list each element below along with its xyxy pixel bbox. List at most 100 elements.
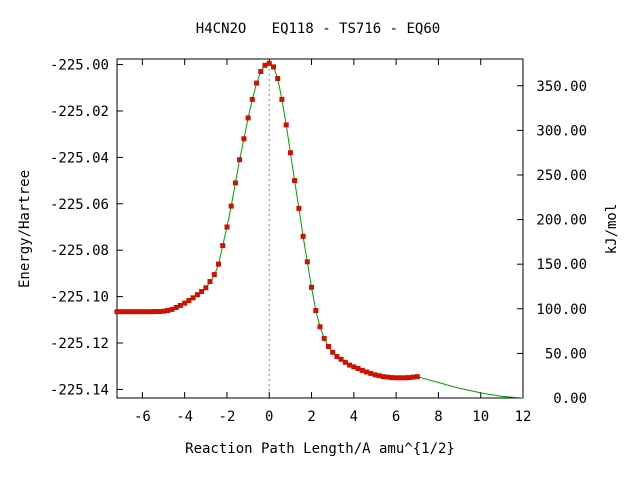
x-tick-label: 2 — [307, 409, 315, 425]
data-point — [292, 178, 298, 184]
data-point — [347, 362, 353, 368]
data-point — [232, 180, 238, 186]
data-point — [169, 306, 175, 312]
data-point — [376, 373, 382, 379]
data-point — [220, 243, 226, 249]
data-point — [402, 375, 408, 381]
data-point — [266, 60, 272, 66]
data-point — [309, 284, 314, 290]
data-point — [380, 374, 386, 380]
data-point — [173, 305, 179, 310]
data-point — [139, 309, 145, 315]
data-point — [338, 356, 344, 362]
data-point — [194, 292, 200, 298]
data-point — [144, 309, 150, 315]
data-point — [410, 374, 416, 380]
data-point — [330, 349, 336, 355]
fit-curve-line — [117, 62, 524, 399]
data-point — [241, 136, 247, 142]
data-point — [224, 224, 230, 230]
data-point — [393, 375, 399, 381]
data-point — [254, 80, 260, 86]
data-point — [351, 364, 357, 370]
data-point — [300, 233, 306, 239]
data-point — [182, 300, 188, 306]
data-point — [135, 309, 141, 315]
data-point — [161, 308, 166, 314]
data-point — [203, 285, 209, 291]
x-tick-label: 8 — [434, 409, 442, 425]
data-point — [296, 205, 302, 211]
x-axis-label: Reaction Path Length/A amu^{1/2} — [185, 441, 455, 457]
data-point — [313, 308, 319, 313]
data-point — [287, 150, 293, 156]
chart-title: H4CN2O EQ118 - TS716 - EQ60 — [196, 21, 440, 37]
data-point — [258, 69, 264, 74]
data-points-layer — [114, 60, 420, 381]
data-point — [207, 279, 213, 284]
y-tick-label: -225.12 — [50, 336, 109, 352]
data-point — [317, 324, 323, 330]
x-tick-label: -2 — [219, 409, 236, 425]
y-tick-label: -225.10 — [50, 290, 109, 306]
x-tick-label: -4 — [176, 409, 193, 425]
data-point — [148, 309, 154, 315]
data-point — [321, 335, 327, 341]
data-point — [216, 261, 221, 267]
plot-frame — [116, 58, 524, 399]
x-tick-label: 12 — [515, 409, 532, 425]
data-point — [245, 115, 251, 121]
y2-tick-label: 300.00 — [536, 123, 587, 139]
x-tick-label: -6 — [134, 409, 151, 425]
y-tick-label: -225.02 — [50, 104, 109, 120]
fit-curve-layer — [117, 62, 524, 399]
data-point — [131, 309, 137, 315]
data-point — [186, 298, 192, 303]
data-point — [123, 309, 128, 315]
y2-tick-label: 150.00 — [536, 257, 587, 273]
data-point — [372, 372, 378, 378]
data-point — [177, 302, 183, 308]
data-point — [279, 96, 285, 102]
data-point — [271, 64, 276, 70]
data-point — [283, 122, 289, 128]
data-point — [397, 375, 403, 381]
x-tick-label: 10 — [472, 409, 489, 425]
data-point — [359, 367, 365, 373]
y2-tick-label: 0.00 — [553, 391, 587, 407]
data-point — [414, 374, 420, 380]
data-point — [165, 308, 171, 313]
data-point — [342, 359, 348, 365]
data-point — [385, 374, 391, 380]
data-point — [275, 76, 281, 81]
axes-layer: -6 -4 -2 0 2 4 6 8 10 12 -225.00 -225.02 -225.04 -225… — [50, 58, 587, 425]
y-tick-label: -225.00 — [50, 58, 109, 74]
x-tick-label: 4 — [350, 409, 358, 425]
y-tick-label: -225.06 — [50, 197, 109, 213]
data-point — [355, 366, 361, 371]
data-point — [156, 309, 162, 314]
data-point — [199, 289, 205, 294]
data-point — [228, 203, 234, 209]
data-point — [211, 272, 217, 278]
y-tick-label: -225.14 — [50, 382, 109, 398]
x-tick-label: 0 — [265, 409, 273, 425]
data-point — [389, 375, 395, 381]
data-point — [334, 354, 340, 359]
y-axis-label: Energy/Hartree — [17, 170, 33, 288]
data-point — [304, 259, 310, 265]
y2-tick-label: 200.00 — [536, 213, 587, 229]
y-tick-label: -225.08 — [50, 243, 109, 259]
data-point — [249, 96, 255, 102]
y2-tick-label: 250.00 — [536, 168, 587, 184]
y2-tick-label: 350.00 — [536, 79, 587, 95]
data-point — [114, 309, 120, 315]
y2-tick-label: 100.00 — [536, 302, 587, 318]
data-point — [127, 309, 133, 315]
y-tick-label: -225.04 — [50, 150, 109, 166]
y2-tick-label: 50.00 — [545, 346, 587, 362]
data-point — [118, 309, 124, 315]
data-point — [190, 295, 196, 301]
data-point — [364, 369, 369, 375]
